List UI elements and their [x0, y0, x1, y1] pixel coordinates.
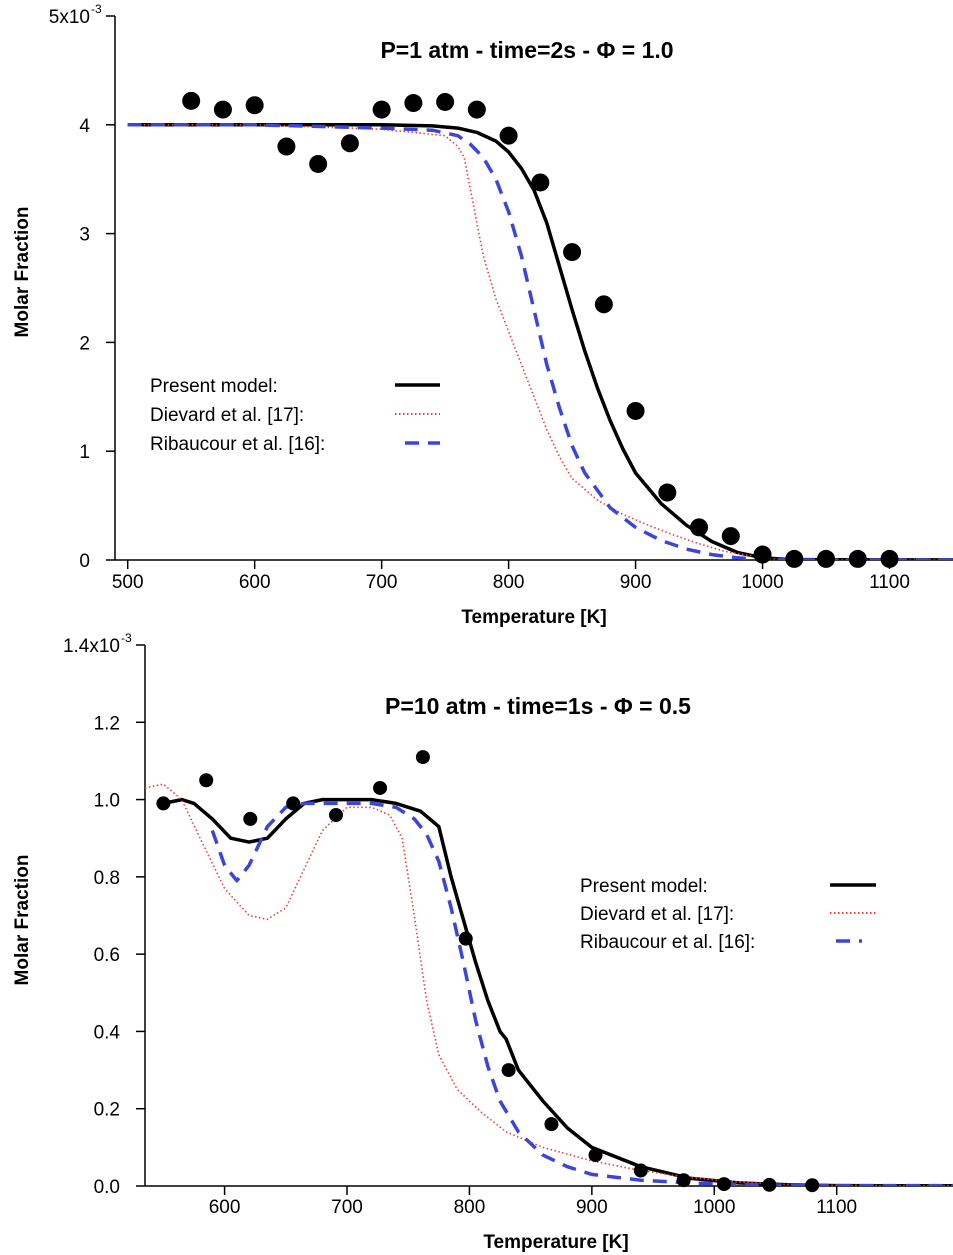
- data-point: [690, 518, 708, 536]
- y-tick-label: 1.4x10: [63, 636, 120, 657]
- legend-label-dievard: Dievard et al. [17]:: [580, 904, 734, 925]
- y-axis-exponent: -3: [121, 631, 132, 645]
- chart-top-title: P=1 atm - time=2s - Φ = 1.0: [380, 37, 673, 63]
- x-tick-label: 1100: [816, 1197, 857, 1218]
- data-point: [881, 550, 899, 568]
- y-tick-label: 1: [79, 442, 90, 463]
- chart-bottom-title: P=10 atm - time=1s - Φ = 0.5: [385, 693, 691, 719]
- y-tick-label: 0.4: [94, 1022, 121, 1043]
- y-tick-label: 1.0: [94, 791, 120, 812]
- x-tick-label: 600: [209, 1197, 241, 1218]
- data-point: [754, 546, 772, 564]
- data-point: [563, 243, 581, 261]
- y-tick-label: 5x10: [49, 7, 90, 28]
- data-point: [595, 295, 613, 313]
- y-tick-label: 0.2: [94, 1100, 120, 1121]
- x-tick-label: 700: [366, 572, 398, 593]
- data-point: [329, 808, 343, 822]
- y-tick-label: 0.8: [94, 868, 120, 889]
- series-ribaucour: [212, 803, 953, 1185]
- data-point: [677, 1173, 691, 1187]
- legend-label-dievard: Dievard et al. [17]:: [150, 405, 304, 426]
- data-point: [717, 1177, 731, 1191]
- data-point: [243, 812, 257, 826]
- data-point: [199, 773, 213, 787]
- x-tick-label: 800: [454, 1197, 486, 1218]
- legend-label-present: Present model:: [580, 876, 708, 897]
- x-tick-label: 700: [331, 1197, 363, 1218]
- data-point: [373, 781, 387, 795]
- data-point: [544, 1117, 558, 1131]
- data-point: [404, 94, 422, 112]
- data-point: [214, 101, 232, 119]
- x-tick-label: 900: [576, 1197, 608, 1218]
- y-tick-label: 1.2: [94, 713, 120, 734]
- chart-top-xlabel: Temperature [K]: [461, 607, 606, 628]
- data-point: [156, 796, 170, 810]
- y-tick-label: 3: [79, 225, 90, 246]
- data-point: [277, 138, 295, 156]
- chart-bottom-ylabel: Molar Fraction: [12, 855, 33, 986]
- x-tick-label: 1100: [869, 572, 910, 593]
- y-tick-label: 0.0: [94, 1177, 120, 1198]
- data-point: [309, 155, 327, 173]
- data-point: [634, 1164, 648, 1178]
- data-point: [373, 101, 391, 119]
- chart-bottom-axes: [145, 645, 953, 1186]
- x-tick-label: 900: [620, 572, 652, 593]
- chart-bottom-legend: Present model: Dievard et al. [17]: Riba…: [580, 876, 876, 953]
- x-tick-label: 500: [112, 572, 144, 593]
- x-tick-label: 1000: [741, 572, 783, 593]
- chart-bottom-xlabel: Temperature [K]: [483, 1232, 628, 1253]
- legend-label-ribaucour: Ribaucour et al. [16]:: [580, 932, 755, 953]
- data-point: [182, 92, 200, 110]
- x-tick-label: 800: [493, 572, 525, 593]
- chart-top-legend: Present model: Dievard et al. [17]: Riba…: [150, 376, 440, 455]
- data-point: [785, 550, 803, 568]
- data-point: [627, 402, 645, 420]
- data-point: [589, 1148, 603, 1162]
- y-tick-label: 4: [79, 116, 90, 137]
- chart-top-axes: [115, 16, 953, 560]
- x-tick-label: 600: [239, 572, 271, 593]
- data-point: [817, 550, 835, 568]
- data-point: [805, 1178, 819, 1192]
- legend-label-present: Present model:: [150, 376, 278, 397]
- data-point: [341, 134, 359, 152]
- chart-top-ylabel: Molar Fraction: [12, 207, 33, 338]
- data-point: [459, 932, 473, 946]
- chart-top: P=1 atm - time=2s - Φ = 1.0 Temperature …: [12, 2, 953, 628]
- data-point: [531, 173, 549, 191]
- data-point: [436, 93, 454, 111]
- data-point: [849, 550, 867, 568]
- data-point: [246, 96, 264, 114]
- data-point: [502, 1063, 516, 1077]
- data-point: [500, 127, 518, 145]
- y-axis-exponent: -3: [91, 2, 102, 16]
- data-point: [762, 1178, 776, 1192]
- chart-bottom: P=10 atm - time=1s - Φ = 0.5 Temperature…: [12, 631, 953, 1253]
- data-point: [658, 484, 676, 502]
- y-tick-label: 2: [79, 333, 90, 354]
- data-point: [416, 750, 430, 764]
- y-tick-label: 0.6: [94, 945, 120, 966]
- data-point: [468, 101, 486, 119]
- legend-label-ribaucour: Ribaucour et al. [16]:: [150, 434, 325, 455]
- data-point: [286, 796, 300, 810]
- data-point: [722, 527, 740, 545]
- x-tick-label: 1000: [693, 1197, 735, 1218]
- series-present-model: [163, 800, 953, 1186]
- y-tick-label: 0: [79, 551, 90, 572]
